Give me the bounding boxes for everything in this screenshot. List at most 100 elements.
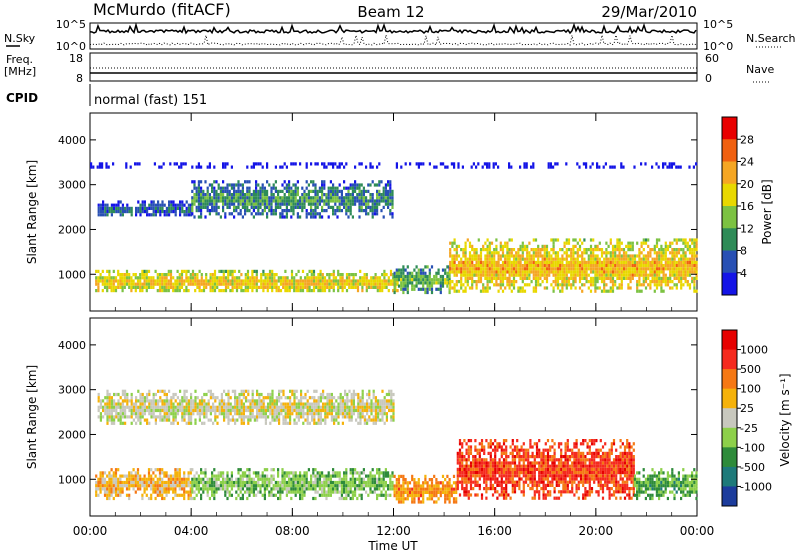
data-cell (190, 408, 193, 413)
data-cell (248, 493, 251, 497)
data-cell (319, 399, 322, 403)
data-cell (664, 162, 667, 166)
data-cell (554, 162, 557, 166)
data-cell (126, 206, 129, 210)
data-cell (315, 399, 318, 403)
data-cell (124, 412, 127, 416)
data-cell (277, 189, 280, 193)
data-cell (515, 273, 518, 277)
data-cell (205, 273, 208, 277)
data-cell (464, 270, 467, 274)
data-cell (530, 257, 533, 261)
data-cell (444, 281, 447, 285)
data-cell (283, 196, 286, 200)
data-cell (172, 418, 175, 422)
data-cell (376, 496, 379, 501)
data-cell (256, 402, 259, 406)
data-cell (417, 274, 420, 279)
data-cell (305, 193, 308, 197)
data-cell (362, 471, 365, 475)
data-cell (285, 493, 288, 497)
data-cell (152, 484, 155, 488)
data-cell (277, 193, 280, 197)
data-cell (354, 165, 357, 169)
data-cell (148, 206, 151, 210)
data-cell (121, 412, 124, 416)
data-cell (108, 480, 111, 485)
data-cell (281, 165, 284, 169)
data-cell (497, 270, 500, 274)
data-cell (213, 193, 216, 197)
data-cell (242, 389, 245, 393)
data-cell (191, 269, 195, 273)
data-cell (183, 480, 186, 485)
data-cell (244, 276, 247, 280)
data-cell (184, 162, 187, 166)
data-cell (121, 273, 124, 277)
data-cell (128, 480, 131, 485)
data-cell (294, 193, 297, 197)
data-cell (179, 405, 182, 409)
data-cell (290, 276, 294, 280)
data-cell (572, 283, 575, 287)
data-cell (525, 165, 528, 169)
data-cell (391, 471, 394, 475)
data-cell (534, 248, 538, 252)
data-cell (261, 189, 264, 193)
data-cell (655, 273, 659, 277)
data-cell (460, 280, 463, 284)
data-cell (108, 282, 111, 286)
data-cell (515, 270, 518, 274)
data-cell (622, 270, 626, 274)
data-cell (567, 238, 571, 242)
data-cell (691, 251, 694, 255)
data-cell (214, 396, 217, 400)
data-cell (323, 180, 326, 184)
data-cell (319, 415, 322, 419)
data-cell (167, 285, 170, 289)
data-cell (257, 480, 260, 485)
data-cell (174, 471, 177, 475)
data-cell (241, 487, 244, 491)
data-cell (251, 282, 254, 286)
data-cell (176, 269, 179, 273)
data-cell (154, 206, 157, 210)
data-cell (285, 209, 288, 213)
data-cell (259, 162, 262, 166)
data-cell (611, 273, 615, 277)
data-cell (389, 193, 392, 197)
data-cell (638, 276, 641, 280)
data-cell (351, 471, 354, 475)
data-cell (585, 251, 588, 255)
data-cell (603, 270, 606, 274)
data-cell (329, 193, 332, 197)
data-cell (651, 165, 654, 169)
data-cell (181, 402, 184, 406)
data-cell (574, 264, 577, 268)
data-cell (482, 286, 485, 290)
data-cell (305, 186, 308, 190)
data-cell (475, 270, 478, 274)
data-cell (695, 267, 698, 271)
data-cell (314, 196, 317, 200)
data-cell (241, 202, 244, 206)
data-cell (214, 408, 217, 413)
data-cell (565, 276, 568, 280)
data-cell (565, 248, 568, 252)
data-cell (134, 289, 137, 293)
data-cell (545, 251, 549, 255)
data-cell (589, 276, 593, 280)
data-cell (471, 254, 474, 258)
data-cell (362, 209, 365, 213)
data-cell (313, 405, 316, 409)
data-cell (125, 487, 129, 491)
data-cell (354, 468, 357, 472)
data-cell (280, 412, 283, 416)
data-cell (317, 285, 320, 289)
data-cell (493, 254, 496, 258)
data-cell (257, 477, 260, 481)
data-cell (508, 251, 511, 255)
data-cell (313, 402, 316, 406)
data-cell (197, 186, 200, 190)
data-cell (235, 477, 238, 481)
